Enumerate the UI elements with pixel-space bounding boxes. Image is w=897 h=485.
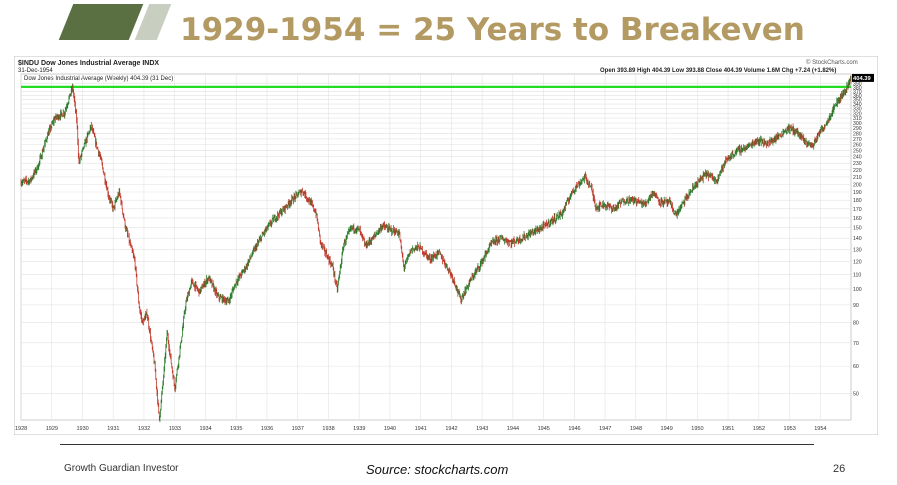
- y-tick-label: 390: [853, 81, 862, 87]
- x-tick-label: 1941: [415, 426, 427, 432]
- footer-brand: Growth Guardian Investor: [64, 463, 179, 474]
- y-tick-label: 80: [853, 321, 859, 327]
- x-tick-label: 1945: [538, 426, 550, 432]
- y-tick-label: 310: [853, 116, 862, 122]
- y-tick-label: 280: [853, 131, 862, 137]
- x-tick-label: 1940: [384, 426, 396, 432]
- x-tick-label: 1933: [169, 426, 181, 432]
- x-tick-label: 1954: [814, 426, 826, 432]
- x-tick-label: 1938: [322, 426, 334, 432]
- y-tick-label: 140: [853, 236, 862, 242]
- x-tick-label: 1952: [753, 426, 765, 432]
- x-tick-label: 1937: [292, 426, 304, 432]
- last-value-label: 404.39: [853, 76, 872, 82]
- y-tick-label: 110: [853, 273, 861, 279]
- x-tick-label: 1948: [630, 426, 642, 432]
- y-tick-label: 320: [853, 111, 862, 117]
- x-tick-label: 1949: [661, 426, 673, 432]
- y-tick-label: 130: [853, 247, 862, 253]
- chart-legend: Dow Jones Industrial Average (Weekly) 40…: [24, 76, 173, 82]
- x-tick-label: 1942: [445, 426, 457, 432]
- y-tick-label: 190: [853, 190, 862, 196]
- y-tick-label: 210: [853, 175, 862, 181]
- source-note: Source: stockcharts.com: [366, 462, 509, 477]
- x-tick-label: 1931: [107, 426, 119, 432]
- y-tick-label: 220: [853, 168, 862, 174]
- y-tick-label: 340: [853, 102, 862, 108]
- footer-divider: [60, 444, 814, 445]
- y-tick-label: 250: [853, 149, 862, 155]
- y-tick-label: 50: [853, 392, 859, 398]
- y-tick-label: 170: [853, 207, 862, 213]
- y-tick-label: 90: [853, 303, 859, 309]
- page-number: 26: [833, 463, 846, 475]
- y-tick-label: 180: [853, 198, 862, 204]
- stock-chart: $INDU Dow Jones Industrial Average INDX …: [13, 55, 879, 436]
- y-tick-label: 270: [853, 137, 862, 143]
- x-tick-label: 1939: [353, 426, 365, 432]
- x-tick-label: 1932: [138, 426, 150, 432]
- x-tick-label: 1934: [199, 426, 211, 432]
- y-tick-label: 240: [853, 155, 862, 161]
- chart-watermark: © StockCharts.com: [806, 59, 858, 66]
- y-tick-label: 150: [853, 226, 862, 232]
- y-tick-label: 290: [853, 126, 862, 132]
- y-tick-label: 360: [853, 93, 862, 99]
- slide-title: 1929-1954 = 25 Years to Breakeven: [180, 12, 805, 48]
- x-tick-label: 1936: [261, 426, 273, 432]
- chart-ohlc: Open 393.89 High 404.39 Low 393.88 Close…: [600, 68, 836, 74]
- x-tick-label: 1935: [230, 426, 242, 432]
- x-tick-label: 1953: [784, 426, 796, 432]
- last-value-badge: [852, 73, 874, 82]
- y-tick-label: 350: [853, 98, 862, 104]
- plot-area: [20, 73, 852, 421]
- x-tick-label: 1951: [722, 426, 734, 432]
- chart-symbol-line: $INDU Dow Jones Industrial Average INDX: [18, 60, 159, 67]
- y-tick-label: 260: [853, 143, 862, 149]
- y-tick-label: 120: [853, 259, 862, 265]
- y-tick-label: 200: [853, 182, 862, 188]
- x-tick-label: 1950: [691, 426, 703, 432]
- x-tick-label: 1928: [15, 426, 27, 432]
- x-tick-label: 1946: [568, 426, 580, 432]
- x-tick-label: 1944: [507, 426, 519, 432]
- chart-svg: $INDU Dow Jones Industrial Average INDX …: [13, 55, 879, 436]
- y-tick-label: 60: [853, 364, 859, 370]
- y-tick-label: 70: [853, 341, 859, 347]
- y-tick-label: 100: [853, 287, 862, 293]
- y-tick-label: 300: [853, 121, 862, 127]
- y-tick-label: 330: [853, 107, 862, 113]
- y-tick-label: 380: [853, 85, 862, 91]
- x-tick-label: 1930: [76, 426, 88, 432]
- y-tick-label: 370: [853, 89, 862, 95]
- y-tick-label: 230: [853, 161, 862, 167]
- x-tick-label: 1943: [476, 426, 488, 432]
- x-tick-label: 1929: [46, 426, 58, 432]
- chart-date: 31-Dec-1954: [18, 68, 53, 74]
- x-tick-label: 1947: [599, 426, 611, 432]
- y-tick-label: 160: [853, 216, 862, 222]
- title-decoration-dark: [58, 4, 144, 40]
